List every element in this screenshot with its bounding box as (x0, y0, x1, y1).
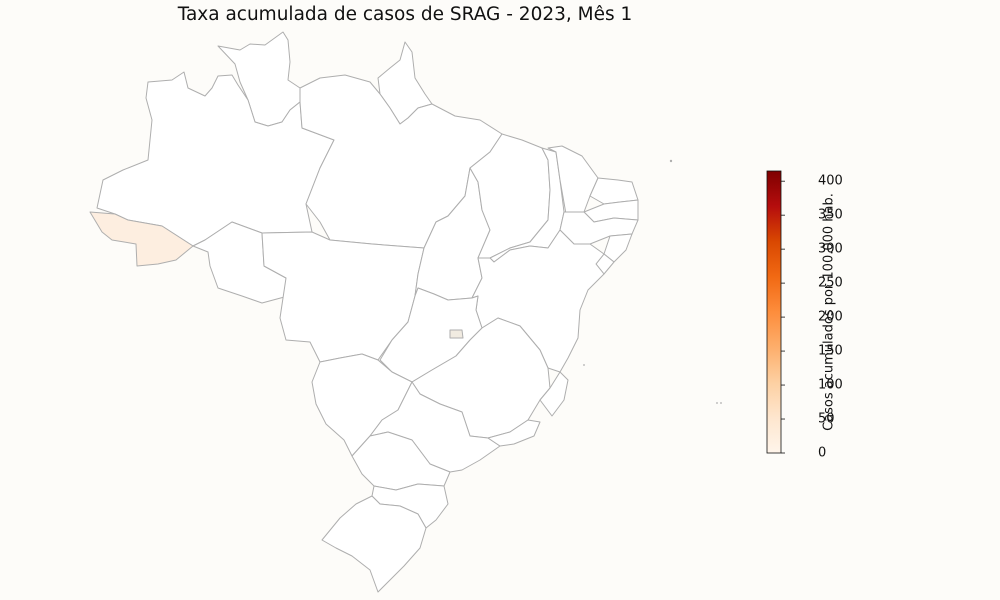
state-boundaries (89, 31, 639, 593)
colorbar-tick-label: 250 (818, 275, 843, 291)
colorbar (766, 170, 785, 454)
colorbar-tick-label: 200 (818, 309, 843, 325)
colorbar-tick-label: 350 (818, 207, 843, 223)
state-alagoas (603, 233, 633, 263)
colorbar-tick-label: 100 (818, 377, 843, 393)
colorbar-tick-label: 50 (818, 411, 835, 427)
colorbar-tick-label: 400 (818, 173, 843, 189)
islands (583, 159, 722, 404)
state-distrito-federal (449, 329, 464, 339)
state-parana (351, 431, 451, 491)
state-espirito-santo (539, 371, 569, 417)
state-ceara (547, 145, 599, 215)
colorbar-tick-label: 150 (818, 343, 843, 359)
state-sao-paulo (369, 381, 501, 473)
colorbar-tick-label: 0 (818, 445, 827, 461)
state-acre (89, 211, 194, 267)
map-title: Taxa acumulada de casos de SRAG - 2023, … (177, 4, 633, 25)
state-rio-de-janeiro (487, 419, 541, 447)
colorbar-tick-label: 300 (818, 241, 843, 257)
state-rio-grande-do-norte (589, 177, 639, 205)
state-rio-grande-do-sul (321, 495, 427, 593)
